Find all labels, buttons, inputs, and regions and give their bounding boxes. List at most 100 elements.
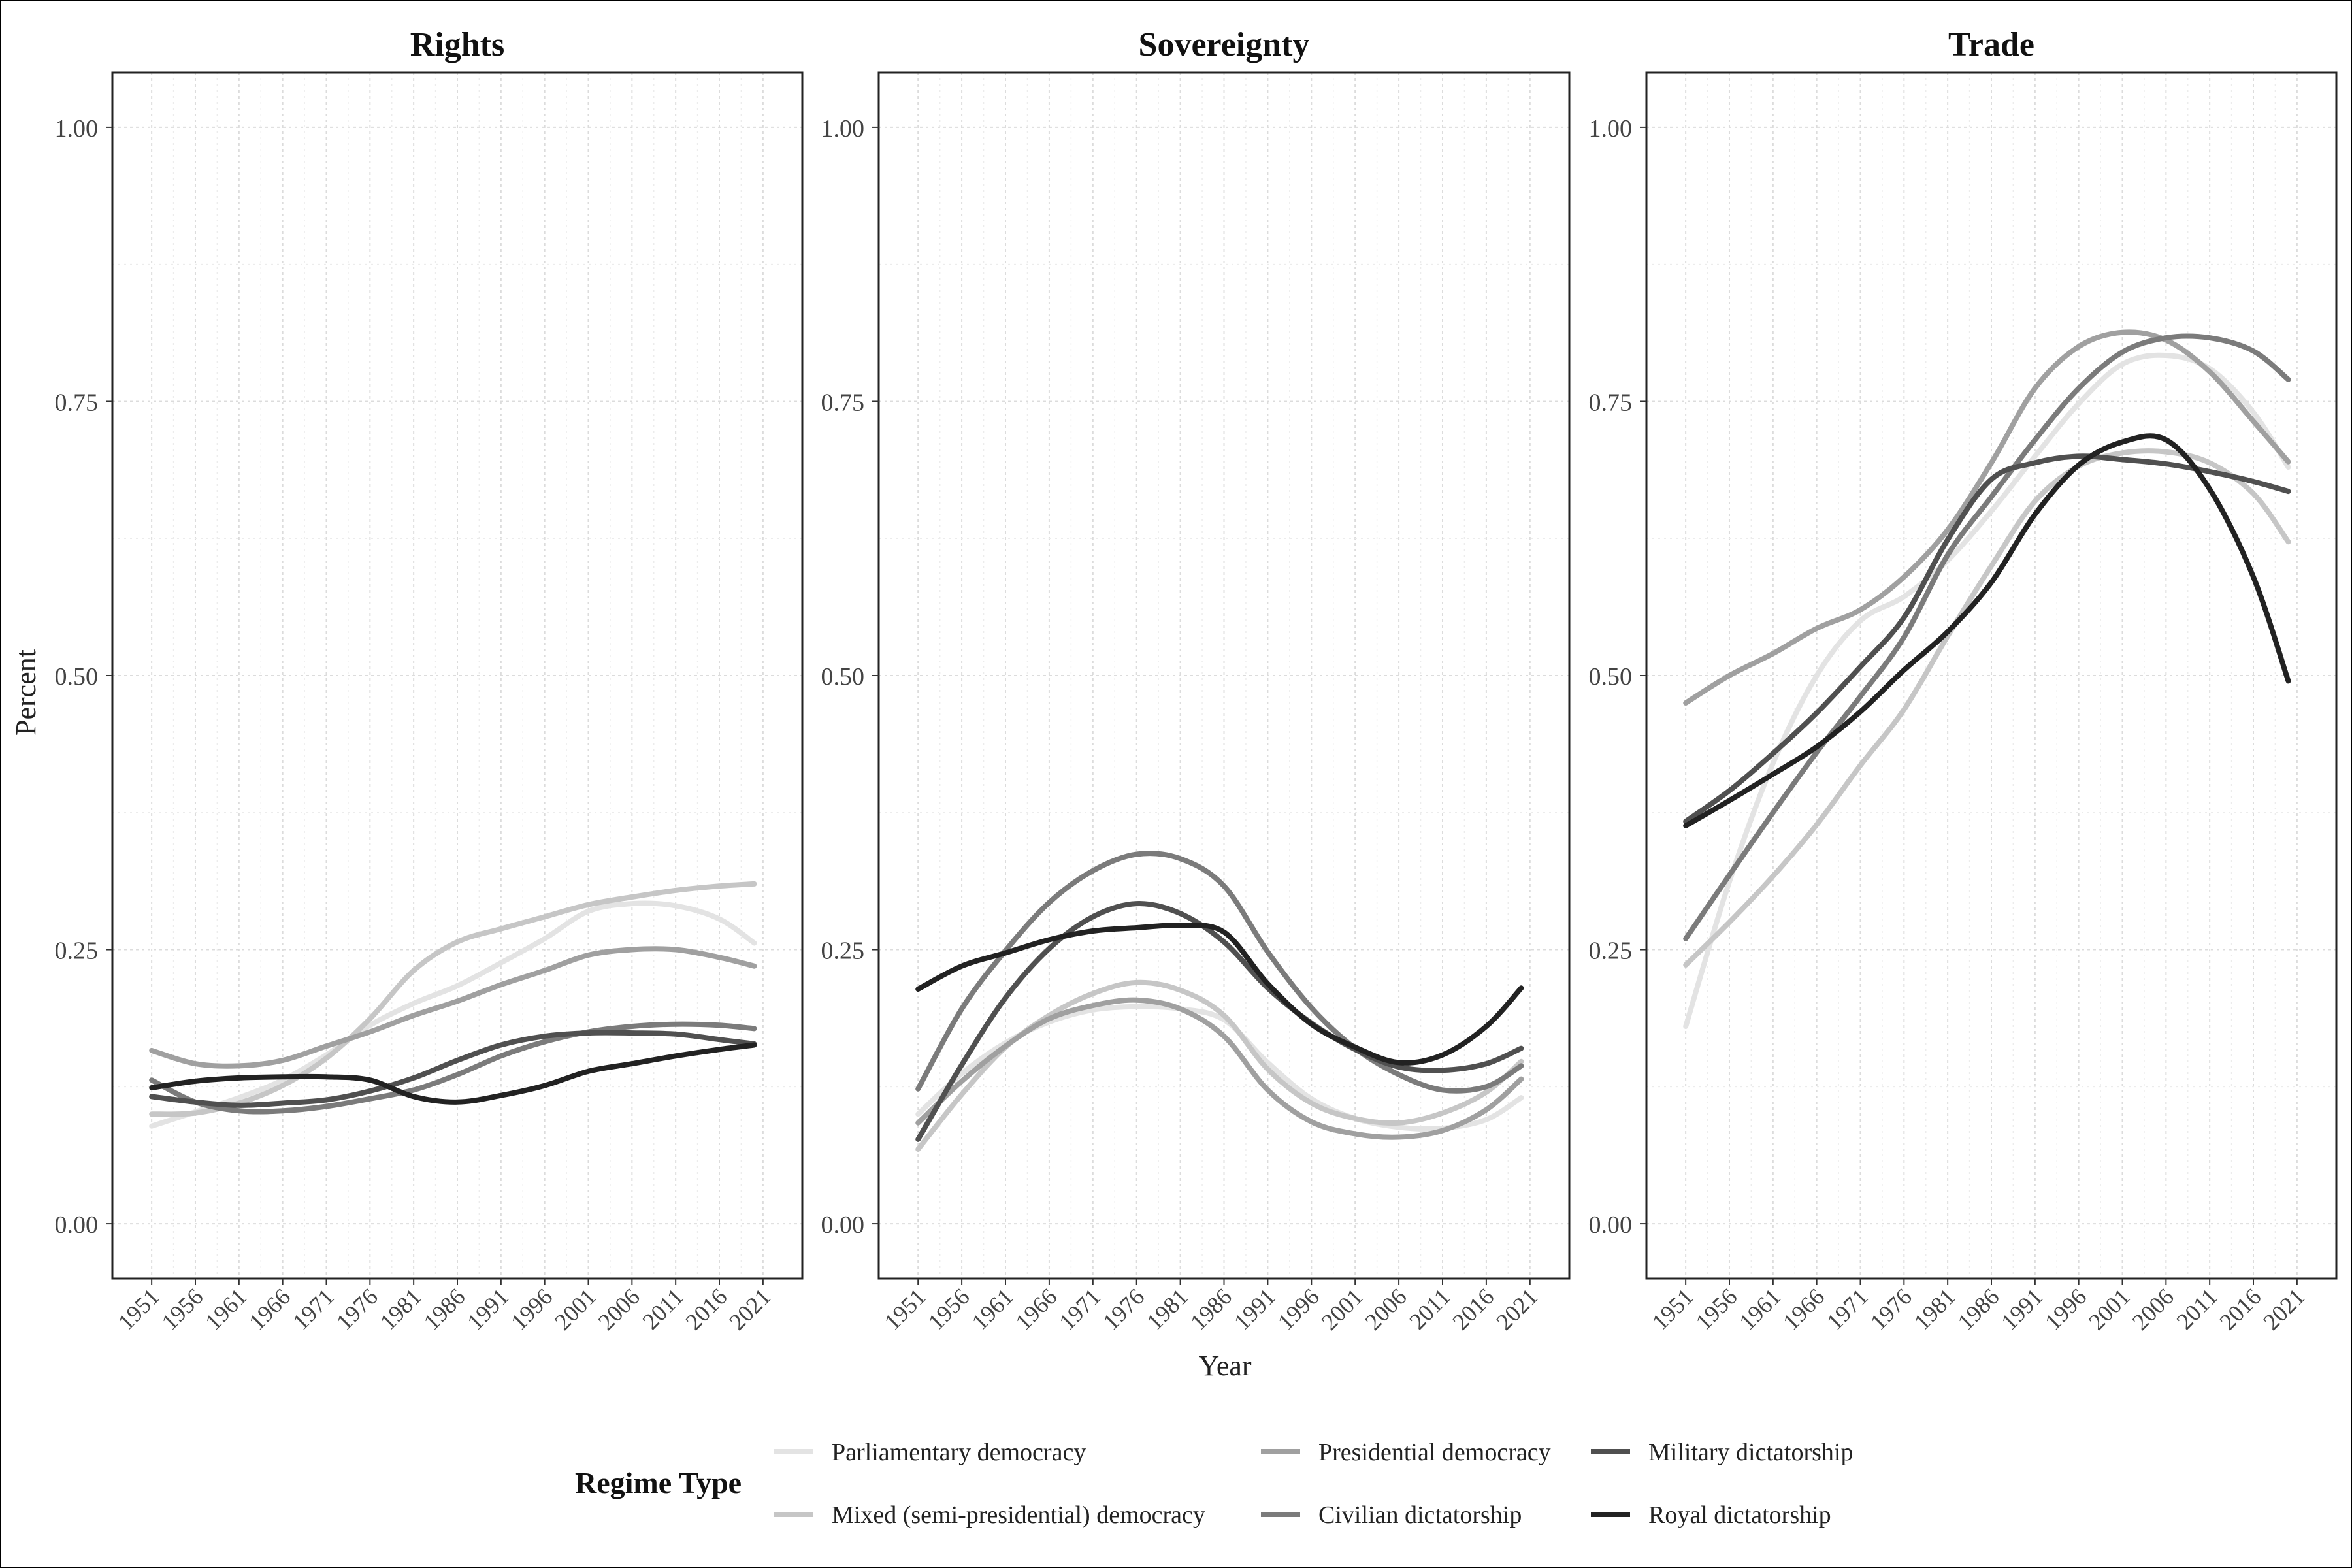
- legend-label: Royal dictatorship: [1648, 1501, 1831, 1529]
- x-tick-label: 1966: [1778, 1283, 1829, 1335]
- x-tick-label: 2021: [724, 1283, 776, 1335]
- legend-item-presidential-democracy: Presidential democracy: [1261, 1439, 1551, 1466]
- x-tick-label: 2021: [1491, 1283, 1543, 1335]
- x-tick-label: 1986: [1952, 1283, 2004, 1335]
- series-line-military-dictatorship: [915, 901, 1524, 1142]
- series-line-royal-dictatorship: [1683, 433, 2291, 828]
- y-tick-label: 0.75: [55, 389, 99, 416]
- series-line-military-dictatorship: [1683, 453, 2291, 825]
- x-tick-label: 1956: [923, 1283, 975, 1335]
- x-tick-label: 2016: [1447, 1283, 1499, 1335]
- y-tick-label: 0.75: [821, 389, 865, 416]
- y-tick-label: 0.00: [1589, 1211, 1633, 1239]
- x-tick-label: 1966: [1010, 1283, 1062, 1335]
- x-tick-label: 1996: [2040, 1283, 2091, 1335]
- y-tick-label: 0.25: [1589, 938, 1633, 965]
- x-tick-label: 2016: [680, 1283, 732, 1335]
- y-tick-label: 0.00: [55, 1211, 99, 1239]
- legend-item-mixed-semi-presidential-democracy: Mixed (semi-presidential) democracy: [774, 1501, 1205, 1529]
- x-tick-label: 1976: [331, 1283, 383, 1335]
- x-tick-label: 2006: [1360, 1283, 1412, 1335]
- x-tick-label: 2016: [2214, 1283, 2266, 1335]
- x-tick-label: 1996: [1273, 1283, 1324, 1335]
- series-line-parliamentary-democracy: [149, 900, 757, 1129]
- series-line-civilian-dictatorship: [1683, 333, 2291, 941]
- x-tick-label: 1971: [1054, 1283, 1105, 1335]
- x-tick-label: 1966: [244, 1283, 295, 1335]
- series-line-mixed-semi-presidential-democracy: [1683, 448, 2291, 968]
- y-tick-label: 0.75: [1589, 389, 1633, 416]
- x-tick-label: 1976: [1098, 1283, 1149, 1335]
- x-tick-label: 2001: [1316, 1283, 1368, 1335]
- series-line-presidential-democracy: [915, 997, 1524, 1140]
- y-tick-label: 0.50: [1589, 663, 1633, 691]
- series-line-presidential-democracy: [1683, 329, 2291, 706]
- x-tick-label: 1976: [1865, 1283, 1917, 1335]
- x-tick-label: 2011: [2172, 1283, 2223, 1334]
- x-axis-title: Year: [1198, 1350, 1251, 1382]
- x-tick-label: 1981: [1141, 1283, 1193, 1335]
- series-line-mixed-semi-presidential-democracy: [915, 979, 1524, 1152]
- x-tick-label: 1956: [1690, 1283, 1742, 1335]
- y-tick-label: 0.25: [55, 938, 99, 965]
- legend-item-military-dictatorship: Military dictatorship: [1591, 1439, 1853, 1466]
- series-line-royal-dictatorship: [915, 923, 1524, 1066]
- x-tick-label: 1981: [1909, 1283, 1961, 1335]
- x-tick-label: 1951: [113, 1283, 165, 1335]
- x-tick-label: 1991: [462, 1283, 514, 1335]
- y-tick-label: 0.25: [821, 938, 865, 965]
- x-tick-label: 2011: [1404, 1283, 1455, 1334]
- panel-rights: Rights0.000.250.500.751.0019511956196119…: [55, 26, 804, 1335]
- legend-label: Presidential democracy: [1318, 1439, 1551, 1466]
- legend-label: Mixed (semi-presidential) democracy: [832, 1501, 1205, 1529]
- series-line-royal-dictatorship: [149, 1042, 757, 1105]
- x-tick-label: 1961: [200, 1283, 252, 1335]
- series-line-parliamentary-democracy: [915, 1004, 1524, 1132]
- x-tick-label: 1951: [1647, 1283, 1699, 1335]
- x-tick-label: 1951: [879, 1283, 931, 1335]
- y-tick-label: 0.00: [821, 1211, 865, 1239]
- x-tick-label: 2001: [2083, 1283, 2135, 1335]
- legend-label: Military dictatorship: [1648, 1439, 1853, 1466]
- series-line-civilian-dictatorship: [915, 851, 1524, 1094]
- legend-item-parliamentary-democracy: Parliamentary democracy: [774, 1439, 1086, 1466]
- legend-item-civilian-dictatorship: Civilian dictatorship: [1261, 1501, 1522, 1529]
- panel-title: Rights: [410, 26, 504, 63]
- series-line-presidential-democracy: [149, 946, 757, 1069]
- x-tick-label: 1961: [1734, 1283, 1786, 1335]
- x-tick-label: 1996: [506, 1283, 557, 1335]
- x-tick-label: 2006: [2127, 1283, 2179, 1335]
- y-tick-label: 1.00: [1589, 115, 1633, 142]
- x-tick-label: 2021: [2258, 1283, 2310, 1335]
- x-tick-label: 2011: [638, 1283, 689, 1334]
- y-tick-label: 0.50: [821, 663, 865, 691]
- legend-item-royal-dictatorship: Royal dictatorship: [1591, 1501, 1831, 1529]
- panel-sovereignty: Sovereignty0.000.250.500.751.00195119561…: [821, 26, 1571, 1335]
- y-tick-label: 1.00: [821, 115, 865, 142]
- legend-label: Parliamentary democracy: [832, 1439, 1086, 1466]
- y-tick-label: 0.50: [55, 663, 99, 691]
- panel-trade: Trade 0.00 0.25 0.50 0.75 1.00 195119561961196…: [1589, 26, 2338, 1335]
- x-tick-label: 1956: [156, 1283, 208, 1335]
- x-tick-label: 2006: [593, 1283, 645, 1335]
- x-tick-label: 2001: [549, 1283, 601, 1335]
- panel-title: Sovereignty: [1139, 26, 1310, 63]
- x-tick-label: 1961: [966, 1283, 1018, 1335]
- x-tick-label: 1981: [375, 1283, 427, 1335]
- x-tick-label: 1971: [287, 1283, 339, 1335]
- panel-title: Trade: [1948, 26, 2034, 63]
- series-line-parliamentary-democracy: [1683, 352, 2291, 1029]
- x-tick-label: 1971: [1821, 1283, 1873, 1335]
- series-line-mixed-semi-presidential-democracy: [149, 881, 757, 1117]
- x-tick-label: 1991: [1996, 1283, 2048, 1335]
- y-tick-label: 1.00: [55, 115, 99, 142]
- y-axis-title: Percent: [10, 649, 42, 736]
- x-tick-label: 1991: [1229, 1283, 1281, 1335]
- x-tick-label: 1986: [1185, 1283, 1237, 1335]
- legend-label: Civilian dictatorship: [1318, 1501, 1522, 1529]
- series-line-military-dictatorship: [149, 1030, 757, 1108]
- series-line-civilian-dictatorship: [149, 1021, 757, 1115]
- x-tick-label: 1986: [418, 1283, 470, 1335]
- legend-title: Regime Type: [575, 1466, 742, 1499]
